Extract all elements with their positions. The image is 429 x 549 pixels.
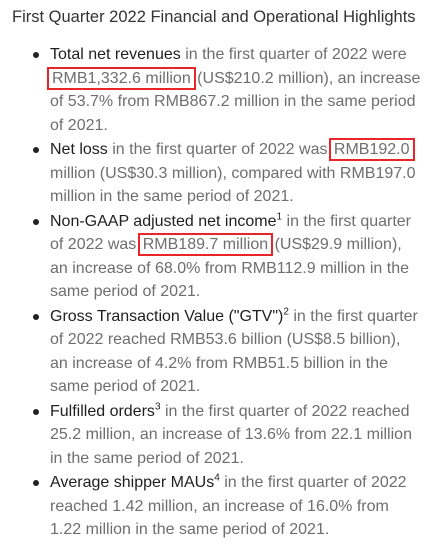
highlight-gtv: Gross Transaction Value ("GTV")2 in the … bbox=[0, 305, 429, 399]
highlight-text: in the first quarter of 2022 were bbox=[180, 46, 407, 63]
footnote-ref: 1 bbox=[276, 211, 283, 223]
highlight-total-net-revenues: Total net revenues in the first quarter … bbox=[0, 43, 429, 137]
highlight-text: in the first quarter of 2022 was bbox=[107, 141, 332, 158]
bullet-dot bbox=[33, 480, 39, 486]
highlight-non-gaap-net-income: Non-GAAP adjusted net income1 in the fir… bbox=[0, 210, 429, 304]
highlight-term: Non-GAAP adjusted net income bbox=[50, 212, 277, 230]
highlighted-figure: RMB192.0 bbox=[328, 138, 415, 161]
highlight-fulfilled-orders: Fulfilled orders3 in the first quarter o… bbox=[0, 400, 429, 471]
highlight-term: Net loss bbox=[50, 141, 108, 158]
page-title: First Quarter 2022 Financial and Operati… bbox=[12, 8, 416, 26]
highlight-text: in the first quarter of 2022 reached RMB… bbox=[50, 307, 418, 396]
highlight-term: Total net revenues bbox=[50, 46, 181, 63]
highlight-text: in the first quarter of 2022 was bbox=[50, 212, 412, 254]
bullet-dot bbox=[33, 408, 39, 415]
highlighted-figure: RMB1,332.6 million bbox=[47, 66, 196, 90]
highlight-text: in the first quarter of 2022 reached 25.… bbox=[50, 402, 412, 467]
footnote-ref: 3 bbox=[154, 401, 161, 413]
bullet-dot bbox=[33, 52, 39, 58]
highlight-term: Average shipper MAUs bbox=[50, 474, 215, 491]
highlight-text-tail: million (US$30.3 million), compared with… bbox=[50, 164, 416, 206]
bullet-dot bbox=[33, 218, 39, 225]
footnote-ref: 4 bbox=[214, 472, 220, 484]
highlight-text-tail: (US$210.2 million), an increase of 53.7%… bbox=[50, 69, 421, 134]
highlights-list: Total net revenues in the first quarter … bbox=[0, 43, 429, 543]
highlight-text-tail: (US$29.9 million), an increase of 68.0% … bbox=[50, 236, 409, 300]
highlighted-figure: RMB189.7 million bbox=[137, 233, 274, 256]
bullet-dot bbox=[33, 313, 39, 320]
highlight-term: Gross Transaction Value ("GTV") bbox=[50, 307, 284, 325]
highlight-text: in the first quarter of 2022 reached 1.4… bbox=[50, 474, 407, 538]
highlight-term: Fulfilled orders bbox=[50, 402, 155, 420]
bullet-dot bbox=[33, 147, 39, 153]
highlight-net-loss: Net loss in the first quarter of 2022 wa… bbox=[0, 138, 429, 209]
highlight-shipper-maus: Average shipper MAUs4 in the first quart… bbox=[0, 471, 429, 542]
footnote-ref: 2 bbox=[283, 306, 289, 318]
